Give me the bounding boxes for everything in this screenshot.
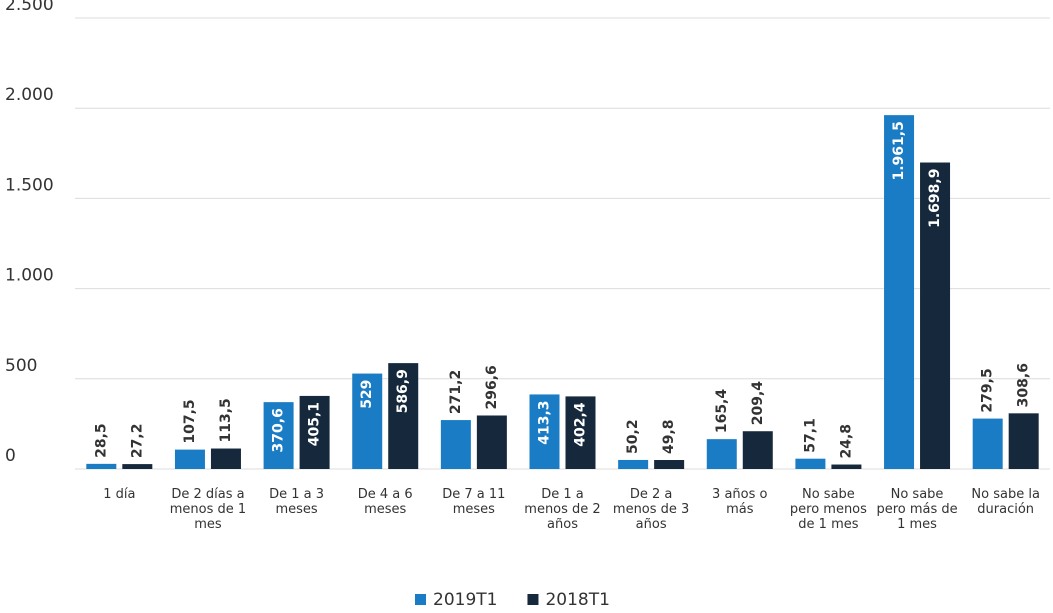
value-label: 50,2: [625, 419, 641, 454]
x-tick-label: De 7 a 11 meses: [442, 487, 506, 517]
y-tick-label: 2.500: [5, 0, 54, 15]
value-label: 57,1: [802, 418, 818, 453]
x-tick-label: 3 años o más: [712, 487, 768, 517]
bar: [299, 395, 330, 469]
x-tick-label: De 4 a 6 meses: [357, 487, 413, 517]
bar: [352, 373, 383, 469]
bar: [920, 162, 951, 469]
x-tick-label: De 1 a 3 meses: [269, 487, 325, 517]
bar: [263, 402, 294, 469]
legend-label: 2018T1: [545, 590, 609, 610]
bar: [742, 431, 773, 469]
y-tick-label: 0: [5, 446, 16, 466]
value-label: 107,5: [182, 399, 198, 443]
bar: [210, 448, 241, 469]
bar: [86, 463, 117, 469]
bar: [618, 459, 649, 469]
value-label: 405,1: [307, 402, 323, 446]
bar: [529, 394, 560, 469]
x-tick-label: No sabe la duración: [971, 487, 1040, 517]
bar: [654, 460, 685, 469]
value-label: 165,4: [714, 389, 730, 434]
x-tick-label: No sabe pero menos de 1 mes: [789, 487, 867, 532]
y-tick-label: 2.000: [5, 85, 54, 105]
bar: [831, 464, 862, 469]
x-tick-label: 1 día: [103, 487, 136, 502]
value-label: 308,6: [1016, 363, 1032, 407]
value-label: 49,8: [661, 419, 677, 454]
value-label: 413,3: [537, 400, 553, 444]
value-label: 27,2: [129, 424, 145, 459]
value-label: 1.961,5: [891, 121, 907, 180]
bar: [565, 396, 596, 469]
value-label: 529: [359, 380, 375, 409]
value-label: 28,5: [93, 423, 109, 458]
legend-swatch: [527, 594, 539, 605]
legend-label: 2019T1: [433, 590, 497, 610]
value-label: 209,4: [750, 381, 766, 426]
value-label: 279,5: [980, 368, 996, 412]
bar: [972, 418, 1003, 469]
bar: [1008, 413, 1039, 469]
bar: [706, 439, 737, 469]
y-tick-label: 500: [5, 356, 37, 376]
x-tick-label: De 2 a menos de 3 años: [612, 487, 690, 532]
value-label: 586,9: [395, 369, 411, 413]
value-label: 370,6: [271, 408, 287, 452]
bar: [795, 458, 826, 469]
x-tick-label: No sabe pero más de 1 mes: [876, 487, 958, 532]
legend-swatch: [415, 594, 426, 605]
value-label: 1.698,9: [927, 169, 943, 228]
y-tick-label: 1.000: [5, 266, 54, 286]
bar: [440, 420, 471, 469]
value-label: 402,4: [573, 402, 589, 447]
bar: [884, 115, 915, 470]
x-tick-label: De 1 a menos de 2 años: [524, 487, 601, 532]
value-label: 24,8: [838, 424, 854, 459]
bar: [388, 363, 419, 469]
bar: [174, 449, 205, 469]
bar: [122, 464, 153, 469]
value-label: 271,2: [448, 370, 464, 414]
bar: [476, 415, 507, 469]
y-tick-label: 1.500: [5, 175, 54, 195]
x-tick-label: De 2 días a menos de 1 mes: [169, 487, 247, 532]
value-label: 296,6: [484, 365, 500, 409]
value-label: 113,5: [218, 398, 234, 442]
